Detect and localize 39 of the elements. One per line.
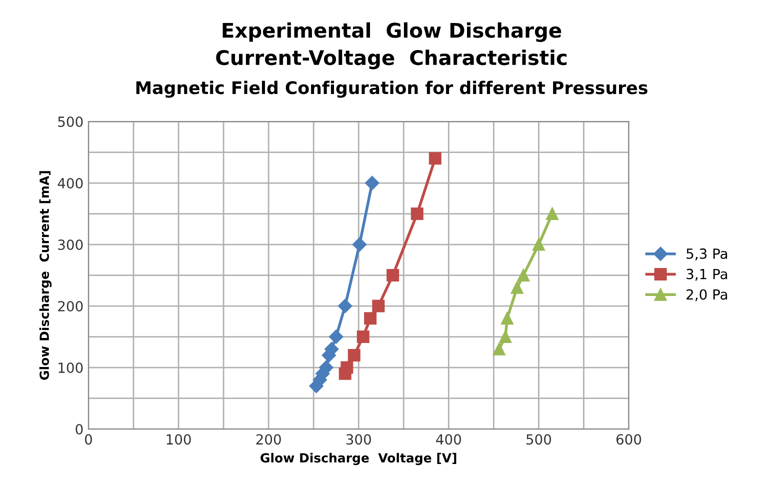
point: [329, 330, 344, 344]
legend-label: 5,3 Pa: [686, 248, 728, 260]
y-tick-label: 100: [58, 362, 83, 374]
point: [510, 281, 524, 294]
point: [428, 152, 442, 165]
point: [338, 298, 352, 314]
point: [500, 312, 514, 325]
y-axis-title: Glow Discharge Current [mA]: [39, 171, 52, 380]
point: [372, 300, 385, 312]
point: [499, 330, 512, 344]
y-tick-label: 400: [58, 178, 83, 188]
x-tick-label: 0: [84, 434, 92, 445]
x-axis-title: Glow Discharge Voltage [V]: [260, 452, 456, 466]
legend-label: 3,1 Pa: [686, 268, 728, 281]
chart-title: Experimental Glow Discharge Current-Voltage Characteristic: [216, 22, 567, 70]
y-tick-label: 500: [58, 116, 83, 127]
legend-label: 2,0 Pa: [686, 289, 728, 302]
x-tick-label: 300: [346, 434, 371, 445]
point: [356, 330, 370, 344]
x-tick-label: 200: [256, 434, 281, 445]
y-tick-label: 200: [58, 301, 83, 312]
x-tick-label: 100: [166, 434, 191, 445]
point: [352, 237, 367, 252]
point: [517, 269, 530, 282]
y-tick-label: 0: [76, 424, 83, 435]
x-tick-label: 600: [616, 434, 642, 445]
point: [365, 176, 380, 190]
point: [546, 208, 558, 220]
point: [340, 361, 354, 374]
point: [364, 312, 377, 325]
point: [492, 342, 506, 356]
chart-subtitle: Magnetic Field Configuration for different Pressures: [136, 80, 648, 98]
x-tick-label: 500: [526, 434, 552, 445]
point: [348, 348, 360, 362]
point: [410, 208, 424, 220]
x-tick-label: 400: [436, 434, 461, 445]
y-tick-label: 300: [58, 239, 83, 250]
point: [386, 269, 400, 282]
point: [532, 238, 545, 251]
